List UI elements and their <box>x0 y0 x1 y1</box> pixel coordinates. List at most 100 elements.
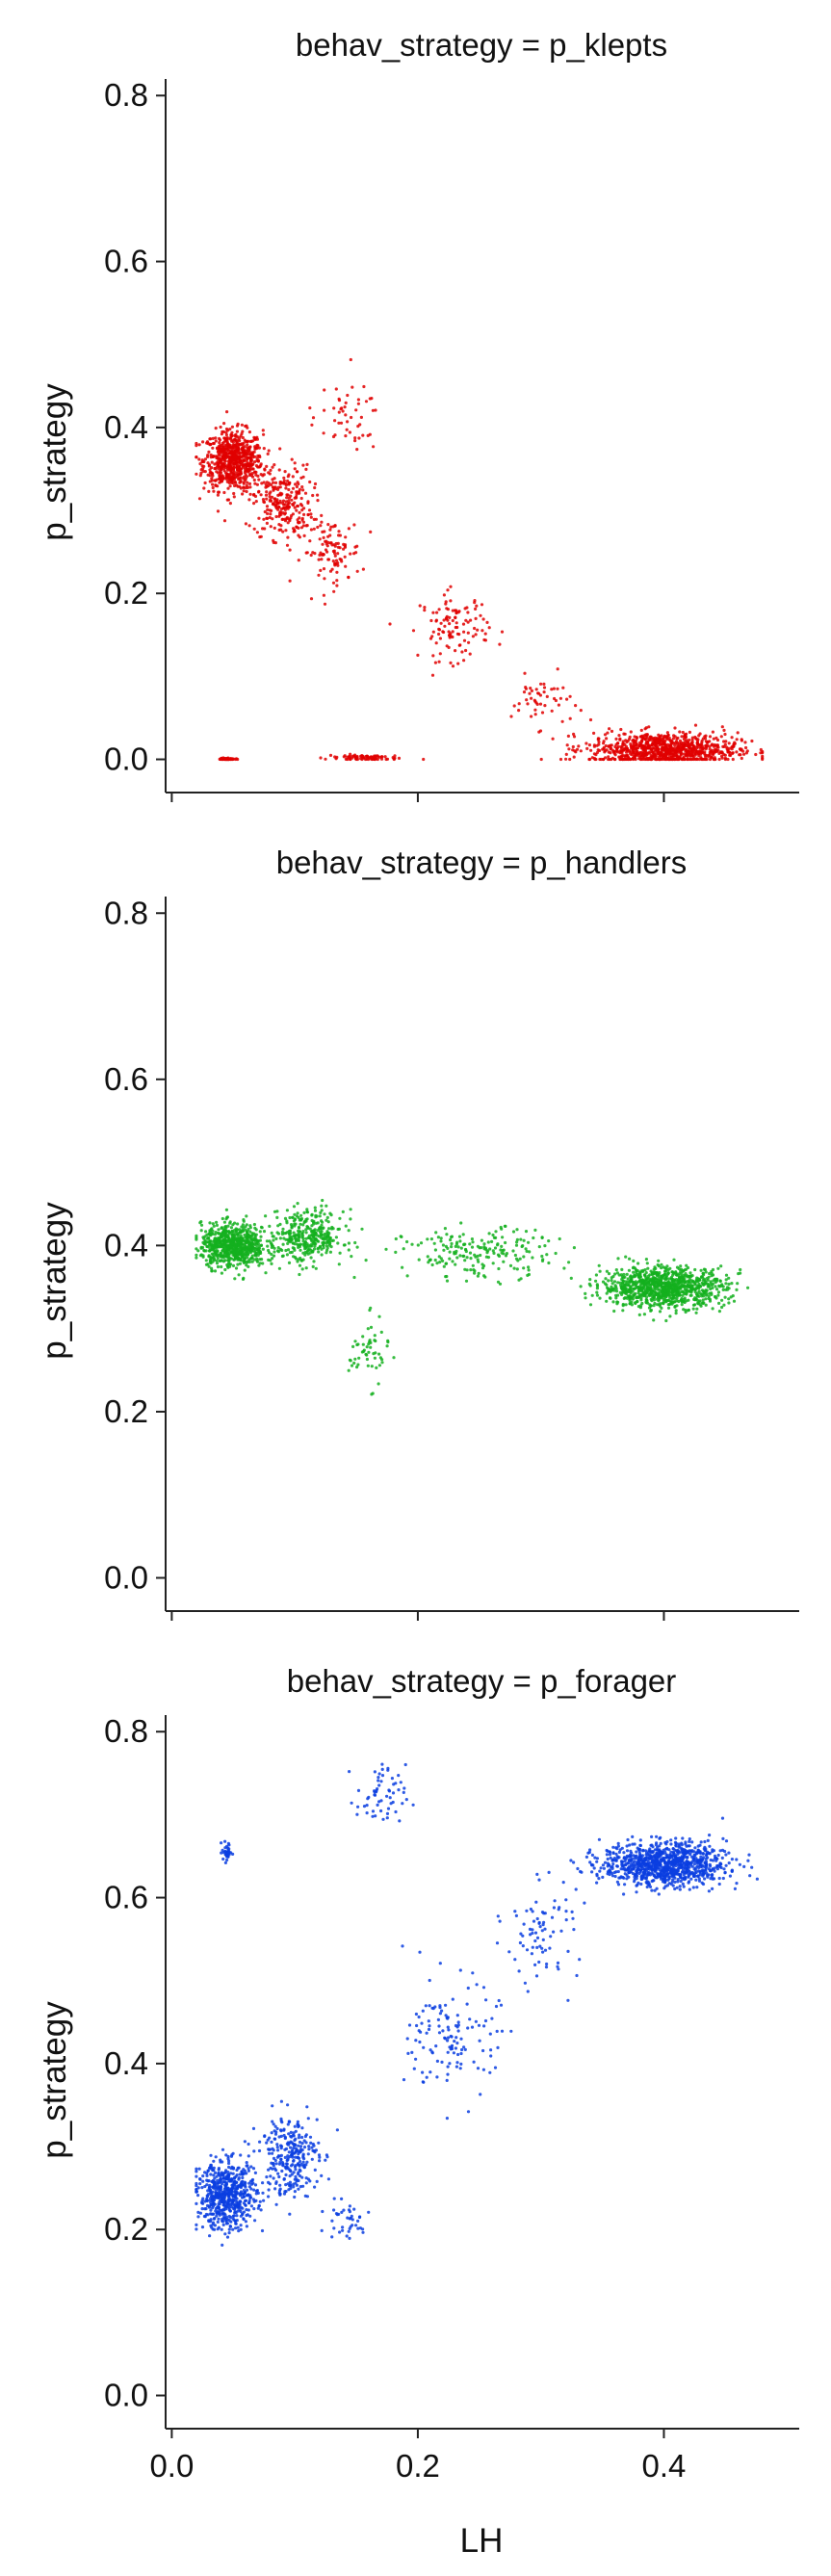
scatter-point <box>253 1237 257 1241</box>
scatter-point <box>241 1242 245 1246</box>
scatter-point <box>287 1229 291 1234</box>
scatter-point <box>716 1290 721 1294</box>
scatter-point <box>628 735 632 739</box>
scatter-point <box>393 756 397 760</box>
scatter-point <box>308 406 312 410</box>
scatter-point <box>207 450 211 454</box>
scatter-point <box>252 1222 256 1227</box>
scatter-point <box>206 1240 210 1244</box>
scatter-point <box>664 736 669 741</box>
scatter-point <box>238 481 242 484</box>
scatter-point <box>214 427 218 430</box>
scatter-point <box>231 1263 236 1267</box>
scatter-point <box>317 1235 321 1238</box>
scatter-point <box>208 443 212 447</box>
scatter-point <box>239 476 243 480</box>
scatter-point <box>361 433 365 437</box>
scatter-point <box>242 485 246 489</box>
scatter-point <box>708 735 713 739</box>
scatter-point <box>342 755 346 759</box>
scatter-point <box>682 752 687 756</box>
scatter-point <box>320 1247 324 1251</box>
scatter-point <box>304 467 308 471</box>
scatter-point <box>237 1273 241 1277</box>
scatter-point <box>558 1236 561 1241</box>
scatter-point <box>254 1248 258 1252</box>
scatter-point <box>377 1352 381 1356</box>
scatter-point <box>242 489 246 493</box>
scatter-point <box>270 1243 273 1247</box>
scatter-point <box>280 1248 284 1252</box>
scatter-point <box>240 431 244 436</box>
scatter-point <box>515 1267 519 1271</box>
scatter-point <box>461 1254 465 1258</box>
scatter-point <box>246 2164 249 2168</box>
scatter-point <box>513 1253 518 1258</box>
scatter-point <box>727 1276 731 1280</box>
scatter-point <box>261 527 265 531</box>
scatter-point <box>448 622 452 626</box>
scatter-point <box>366 1327 370 1331</box>
scatter-point <box>302 1242 307 1247</box>
scatter-point <box>209 453 213 457</box>
scatter-point <box>203 457 207 461</box>
scatter-point <box>652 1318 656 1322</box>
scatter-point <box>579 749 583 753</box>
scatter-point <box>651 742 655 746</box>
scatter-point <box>700 1275 705 1279</box>
scatter-point <box>311 1264 315 1268</box>
scatter-point <box>644 1271 648 1275</box>
scatter-point <box>696 1301 700 1305</box>
scatter-point <box>229 455 233 458</box>
scatter-point <box>682 745 686 749</box>
scatter-point <box>439 1239 443 1243</box>
scatter-point <box>500 1251 504 1255</box>
scatter-point <box>629 730 633 734</box>
scatter-point <box>253 470 257 474</box>
scatter-point <box>300 504 304 507</box>
scatter-point <box>300 516 304 521</box>
scatter-point <box>419 1241 424 1245</box>
scatter-point <box>596 737 601 741</box>
scatter-point <box>294 482 298 486</box>
scatter-point <box>244 522 247 526</box>
scatter-point <box>639 753 644 757</box>
scatter-point <box>471 635 475 638</box>
scatter-point <box>272 1235 275 1238</box>
scatter-point <box>736 1282 740 1286</box>
scatter-point <box>625 1272 629 1276</box>
scatter-point <box>661 1301 664 1305</box>
scatter-point <box>251 467 255 471</box>
scatter-point <box>270 499 273 503</box>
scatter-point <box>681 1290 685 1294</box>
scatter-point <box>320 1204 324 1208</box>
scatter-point <box>595 1290 599 1294</box>
scatter-point <box>267 449 271 453</box>
scatter-point <box>248 485 252 489</box>
scatter-point <box>587 757 592 762</box>
scatter-point <box>268 515 272 520</box>
scatter-point <box>530 696 533 700</box>
scatter-point <box>227 462 232 466</box>
scatter-point <box>627 1268 632 1272</box>
scatter-point <box>463 1259 467 1262</box>
scatter-point <box>565 743 569 747</box>
scatter-point <box>300 485 304 489</box>
scatter-point <box>372 1352 376 1356</box>
scatter-point <box>610 1285 613 1288</box>
scatter-point <box>661 1289 664 1293</box>
scatter-point <box>423 609 427 612</box>
scatter-point <box>328 753 333 758</box>
scatter-point <box>361 1335 365 1339</box>
scatter-point <box>270 1231 273 1235</box>
scatter-point <box>693 753 697 757</box>
scatter-point <box>210 1252 214 1256</box>
scatter-point <box>331 434 336 439</box>
scatter-point <box>318 537 322 541</box>
scatter-point <box>636 1262 640 1265</box>
scatter-point <box>685 732 688 736</box>
scatter-point <box>233 1221 237 1225</box>
scatter-point <box>454 649 457 653</box>
scatter-point <box>384 757 388 762</box>
scatter-point <box>277 528 281 533</box>
